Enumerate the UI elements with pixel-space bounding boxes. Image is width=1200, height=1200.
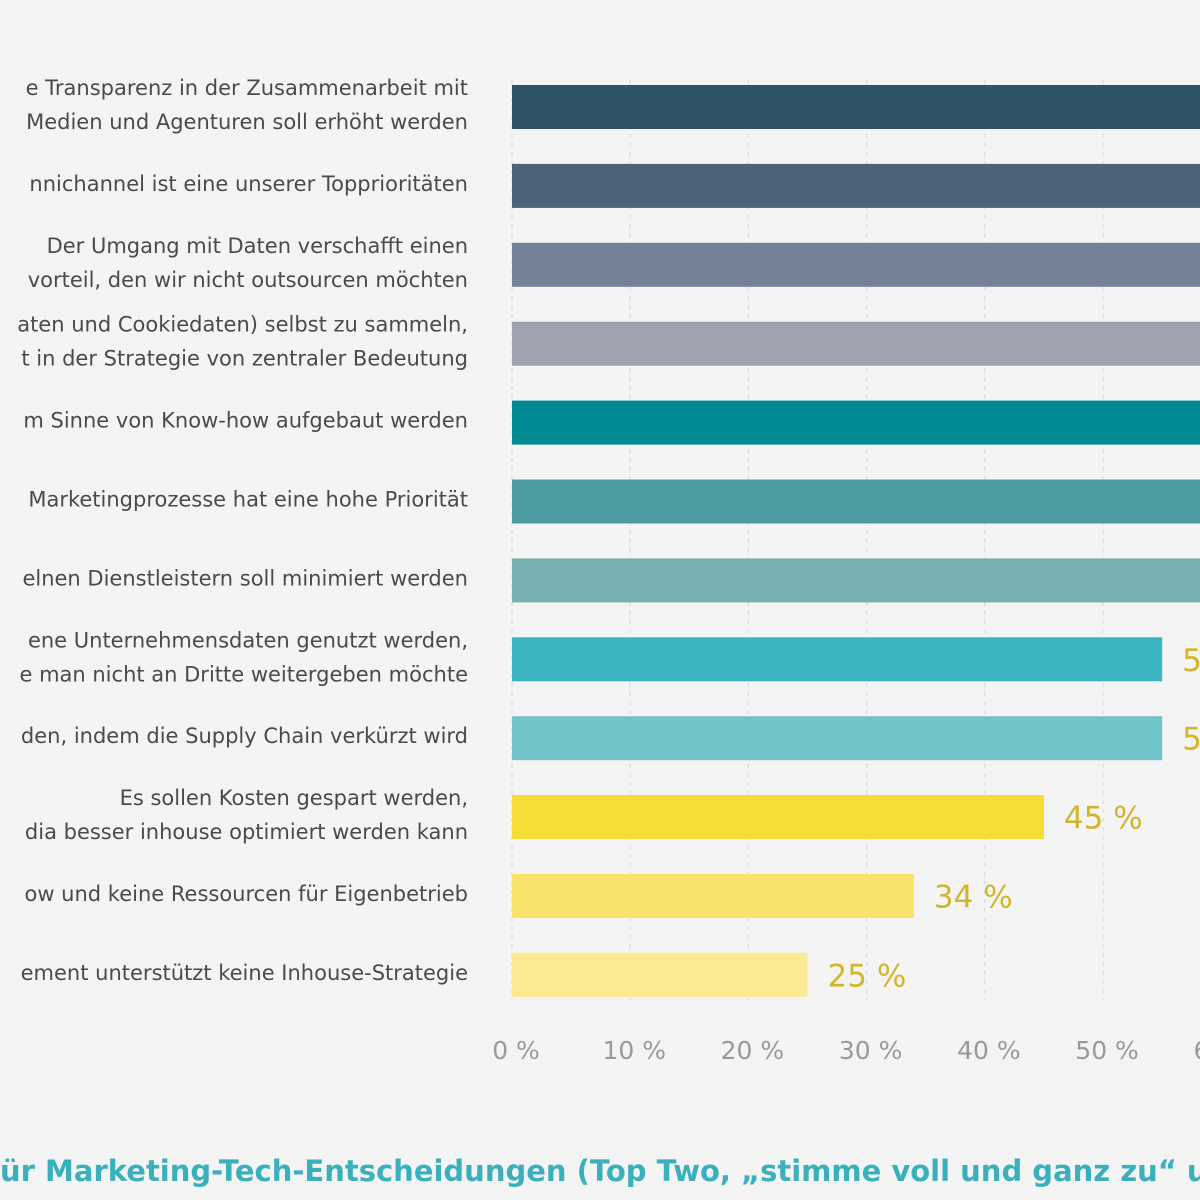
value-label: 55 % — [1182, 722, 1200, 758]
bar — [512, 163, 1200, 208]
category-label: m Sinne von Know-how aufgebaut werden — [23, 409, 468, 433]
category-label: elnen Dienstleistern soll minimiert werd… — [22, 566, 468, 590]
x-tick-label: 10 % — [602, 1036, 666, 1065]
bar — [512, 952, 808, 997]
category-label: Marketingprozesse hat eine hohe Prioritä… — [28, 488, 468, 512]
bar — [512, 400, 1200, 445]
value-label: 55 % — [1182, 643, 1200, 679]
category-label: t in der Strategie von zentraler Bedeutu… — [21, 347, 468, 371]
category-label: e man nicht an Dritte weitergeben möchte — [19, 662, 468, 686]
bar — [512, 242, 1200, 287]
bar — [512, 716, 1163, 761]
category-label: nnichannel ist eine unserer Toppriorität… — [29, 172, 468, 196]
category-label: ene Unternehmensdaten genutzt werden, — [28, 628, 468, 652]
bar — [512, 558, 1200, 603]
bar — [512, 874, 914, 918]
category-label: ow und keine Ressourcen für Eigenbetrieb — [24, 882, 468, 906]
category-label: aten und Cookiedaten) selbst zu sammeln, — [17, 313, 468, 337]
x-tick-label: 40 % — [957, 1036, 1021, 1065]
category-label: den, indem die Supply Chain verkürzt wir… — [21, 724, 468, 748]
value-label: 45 % — [1064, 801, 1143, 837]
category-label: Es sollen Kosten gespart werden, — [120, 786, 468, 810]
category-label: vorteil, den wir nicht outsourcen möchte… — [28, 268, 468, 292]
x-tick-label: 30 % — [839, 1036, 903, 1065]
bar — [512, 479, 1200, 524]
category-label: Der Umgang mit Daten verschafft einen — [47, 234, 468, 258]
x-tick-label: 50 % — [1075, 1036, 1139, 1065]
category-label: dia besser inhouse optimiert werden kann — [25, 820, 468, 844]
chart-title: ür Marketing-Tech-Entscheidungen (Top Tw… — [0, 1154, 1200, 1188]
bar — [512, 321, 1200, 366]
category-label: Medien und Agenturen soll erhöht werden — [26, 110, 468, 134]
value-label: 34 % — [934, 880, 1013, 916]
category-label: e Transparenz in der Zusammenarbeit mit — [26, 76, 468, 100]
x-tick-label: 60 % — [1194, 1036, 1200, 1065]
x-tick-label: 20 % — [721, 1036, 785, 1065]
category-label: ement unterstützt keine Inhouse-Strategi… — [21, 961, 468, 985]
value-label: 25 % — [828, 958, 907, 994]
bar — [512, 85, 1200, 129]
bar — [512, 637, 1163, 682]
x-tick-label: 0 % — [492, 1036, 540, 1065]
bar — [512, 795, 1044, 840]
